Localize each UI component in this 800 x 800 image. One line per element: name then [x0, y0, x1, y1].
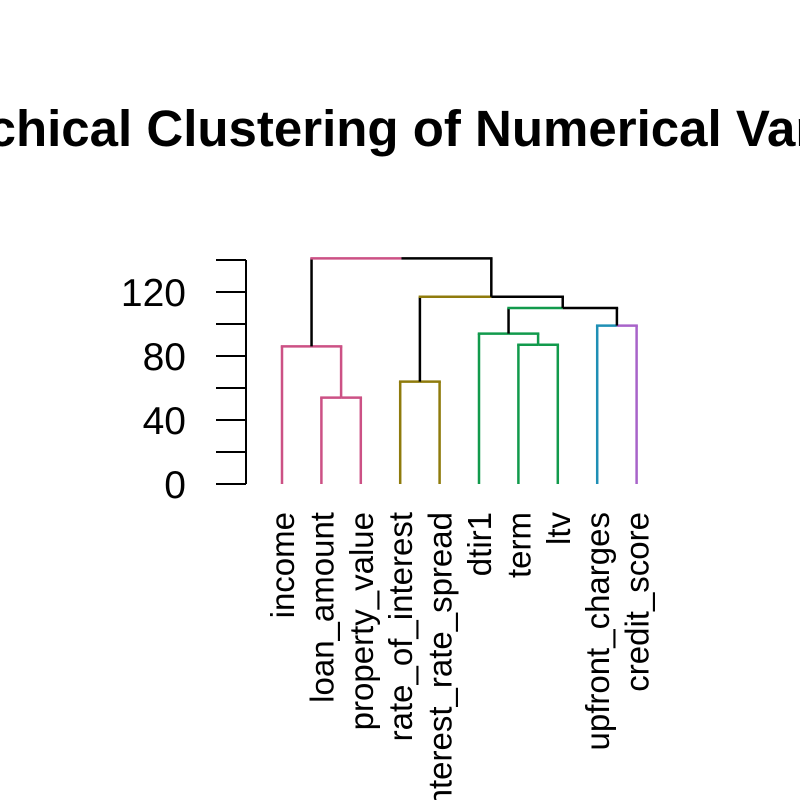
y-axis: 0 40 80 120 — [121, 259, 247, 507]
y-tick-label: 80 — [143, 336, 186, 379]
y-tick-label: 40 — [143, 400, 186, 443]
leaf-label-property-value: property_value — [343, 512, 380, 730]
leaf-label-upfront-charges: upfront_charges — [579, 512, 616, 751]
chart-title: Hierarchical Clustering of Numerical Var… — [0, 100, 800, 157]
dendrogram-branches — [280, 257, 638, 484]
leaf-label-credit-score: credit_score — [619, 512, 656, 692]
y-tick-label: 0 — [164, 464, 186, 507]
leaf-label-term: term — [500, 512, 537, 578]
leaf-label-ltv: ltv — [540, 512, 577, 546]
leaf-label-income: income — [264, 512, 301, 618]
leaf-label-dtir1: dtir1 — [461, 512, 498, 576]
leaf-label-loan-amount: loan_amount — [303, 512, 340, 703]
leaf-label-interest-rate-spread: interest_rate_spread — [422, 512, 459, 800]
y-tick-label: 120 — [121, 272, 186, 315]
leaf-labels: income loan_amount property_value rate_of_i… — [264, 512, 656, 800]
leaf-label-rate-of-interest: rate_of_interest — [382, 512, 419, 741]
